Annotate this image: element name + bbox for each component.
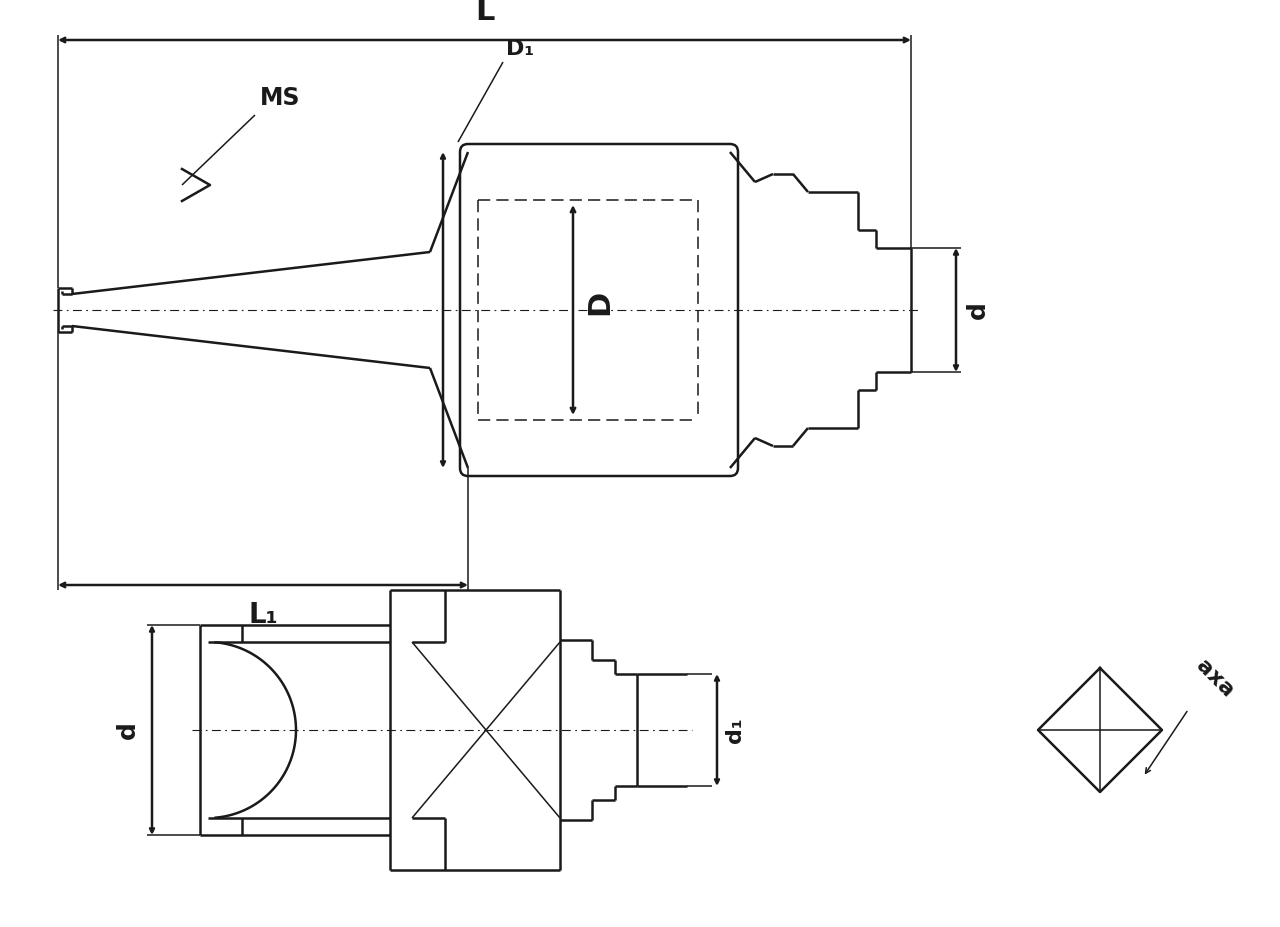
Text: d: d bbox=[966, 301, 989, 319]
Text: D₁: D₁ bbox=[506, 39, 534, 59]
Text: L₁: L₁ bbox=[248, 601, 278, 629]
Text: L: L bbox=[475, 0, 494, 26]
Text: axa: axa bbox=[1192, 656, 1238, 702]
Text: d: d bbox=[116, 721, 140, 739]
Text: D: D bbox=[585, 289, 614, 314]
Text: MS: MS bbox=[260, 86, 301, 110]
Text: d₁: d₁ bbox=[724, 717, 745, 743]
